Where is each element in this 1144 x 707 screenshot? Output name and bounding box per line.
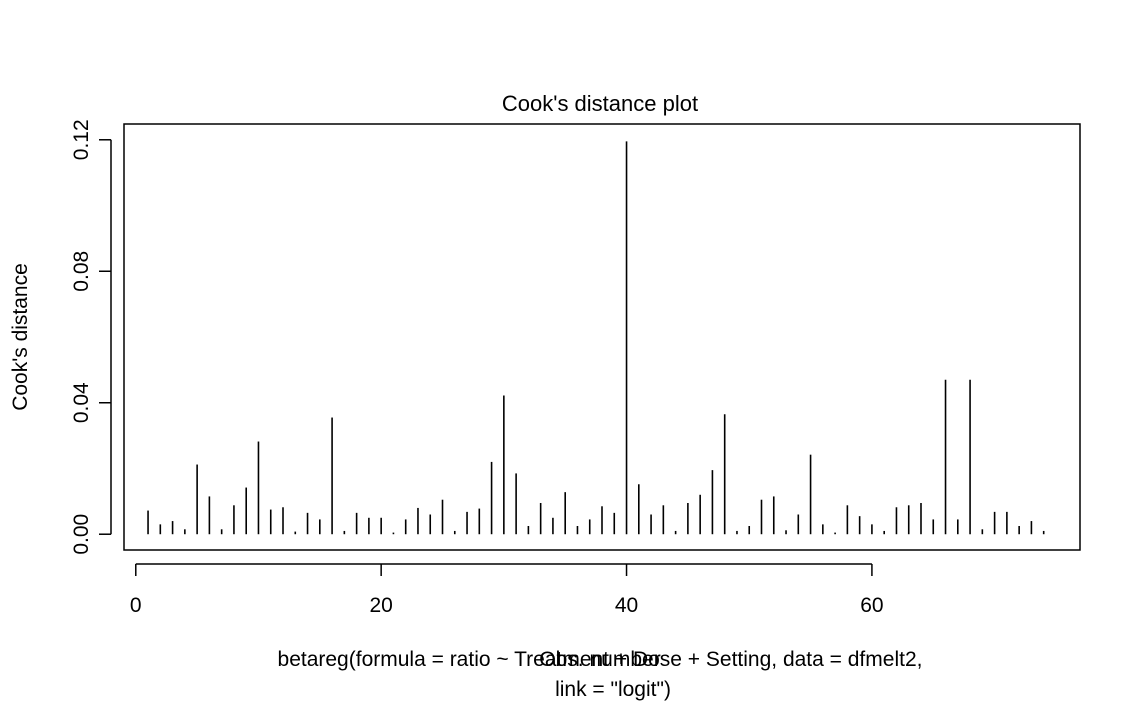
x-axis-caption: Obs. number betareg(formula = ratio ~ Tr… <box>278 648 923 701</box>
x-tick-label-0: 0 <box>130 594 142 617</box>
x-tick-label-20: 20 <box>369 594 392 617</box>
y-tick-label-2: 0.08 <box>70 251 93 292</box>
y-axis-label: Cook's distance <box>9 263 32 411</box>
y-tick-label-3: 0.12 <box>70 119 93 160</box>
spike-series <box>147 141 1045 535</box>
chart-title: Cook's distance plot <box>502 91 698 116</box>
y-tick-label-0: 0.00 <box>70 514 93 555</box>
x-axis-label: Obs. number <box>539 648 660 671</box>
x-axis: 0 20 40 60 <box>130 563 884 617</box>
x-tick-label-60: 60 <box>860 594 883 617</box>
model-call-line-2: link = "logit") <box>555 678 671 701</box>
model-call-line-1: betareg(formula = ratio ~ Treatment + Do… <box>278 648 923 671</box>
x-tick-label-40: 40 <box>615 594 638 617</box>
y-tick-label-1: 0.04 <box>70 382 93 423</box>
y-axis: 0.00 0.04 0.08 0.12 <box>70 119 112 555</box>
plot-box <box>123 123 1081 551</box>
